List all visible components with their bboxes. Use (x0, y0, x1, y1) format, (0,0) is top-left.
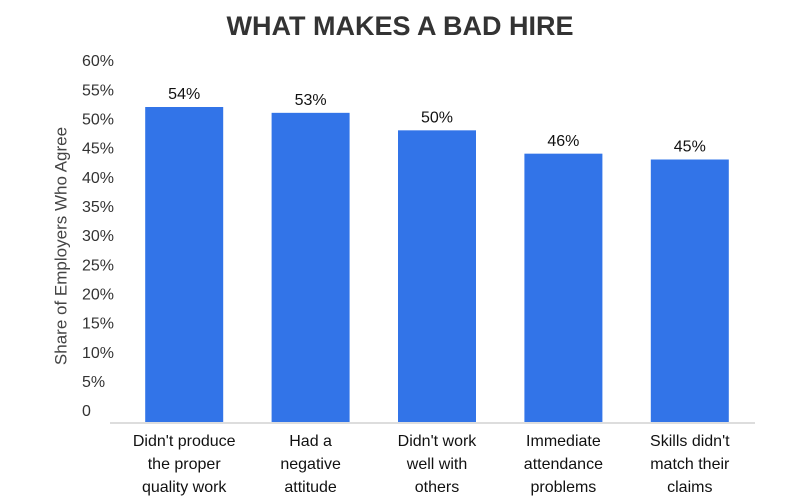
value-label: 45% (674, 139, 706, 156)
y-tick-label: 55% (82, 82, 114, 99)
y-tick-label: 20% (82, 287, 114, 304)
value-label: 46% (547, 133, 579, 150)
x-tick-label: Didn't produce the proper quality work (133, 433, 236, 496)
y-tick-label: 45% (82, 141, 114, 158)
y-tick-label: 5% (82, 374, 105, 391)
x-tick-label: Immediate attendance problems (524, 433, 603, 496)
y-tick-label: 25% (82, 257, 114, 274)
bar (650, 159, 729, 422)
x-tick-label: Skills didn't match their claims (650, 433, 730, 496)
value-label: 54% (168, 86, 200, 103)
y-tick-label: 35% (82, 199, 114, 216)
y-tick-label: 60% (82, 53, 114, 70)
bar (145, 107, 224, 422)
y-tick-label: 15% (82, 316, 114, 333)
y-tick-label: 10% (82, 345, 114, 362)
bar (524, 153, 603, 422)
bar (271, 112, 350, 422)
y-axis-title: Share of Employers Who Agree (51, 127, 70, 365)
chart-title: WHAT MAKES A BAD HIRE (227, 11, 574, 41)
x-tick-label: Had a negative attitude (280, 433, 341, 496)
value-label: 53% (295, 92, 327, 109)
y-tick-label: 50% (82, 112, 114, 129)
y-tick-label: 0 (82, 403, 91, 420)
bar (398, 130, 476, 423)
y-tick-label: 40% (82, 170, 114, 187)
x-tick-label: Didn't work well with others (398, 433, 478, 496)
y-tick-label: 30% (82, 228, 114, 245)
value-label: 50% (421, 110, 453, 127)
